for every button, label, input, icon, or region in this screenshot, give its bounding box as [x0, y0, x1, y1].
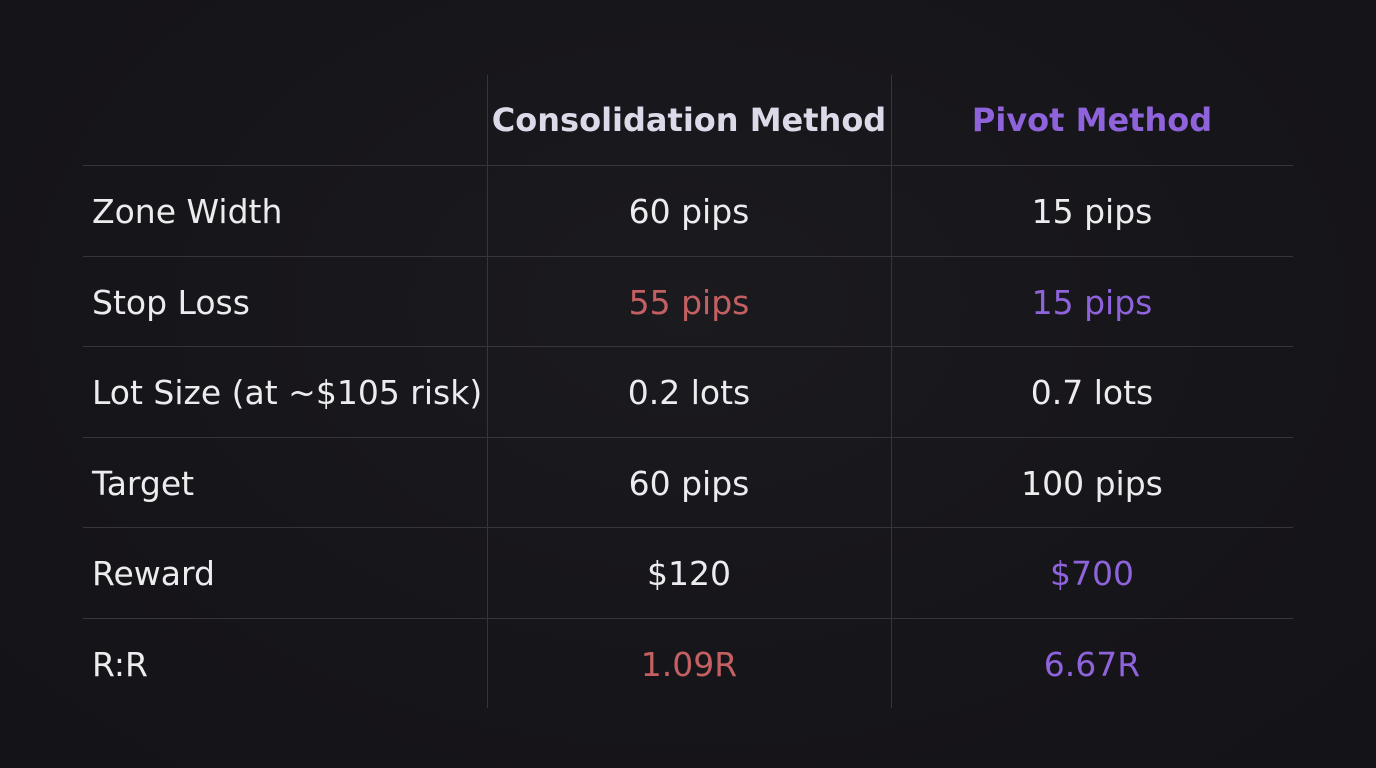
column-divider	[487, 75, 488, 708]
header-consolidation-method: Consolidation Method	[491, 101, 887, 139]
consolidation-value: 0.2 lots	[627, 372, 751, 412]
row-label: Target	[92, 463, 195, 503]
table-row: Target 60 pips 100 pips	[83, 437, 1293, 528]
row-label: Stop Loss	[92, 282, 250, 322]
pivot-value: $700	[1050, 553, 1134, 593]
consolidation-value: 1.09R	[640, 644, 738, 684]
row-label: Reward	[92, 553, 215, 593]
table-row: R:R 1.09R 6.67R	[83, 618, 1293, 709]
pivot-value: 0.7 lots	[1030, 372, 1154, 412]
table-row: Lot Size (at ~$105 risk) 0.2 lots 0.7 lo…	[83, 346, 1293, 437]
pivot-value: 15 pips	[1031, 282, 1153, 322]
consolidation-value: 55 pips	[628, 282, 750, 322]
comparison-table: Consolidation Method Pivot Method Zone W…	[83, 75, 1293, 708]
table-row: Stop Loss 55 pips 15 pips	[83, 256, 1293, 347]
consolidation-value: 60 pips	[628, 191, 750, 231]
pivot-value: 6.67R	[1043, 644, 1141, 684]
consolidation-value: $120	[647, 553, 731, 593]
consolidation-value: 60 pips	[628, 463, 750, 503]
table-row: Reward $120 $700	[83, 527, 1293, 618]
table-header-row: Consolidation Method Pivot Method	[83, 75, 1293, 165]
row-label: Lot Size (at ~$105 risk)	[92, 372, 483, 412]
header-pivot-method: Pivot Method	[971, 101, 1213, 139]
row-label: R:R	[92, 644, 148, 684]
table-row: Zone Width 60 pips 15 pips	[83, 165, 1293, 256]
pivot-value: 100 pips	[1021, 463, 1163, 503]
pivot-value: 15 pips	[1031, 191, 1153, 231]
row-label: Zone Width	[92, 191, 283, 231]
column-divider	[891, 75, 892, 708]
